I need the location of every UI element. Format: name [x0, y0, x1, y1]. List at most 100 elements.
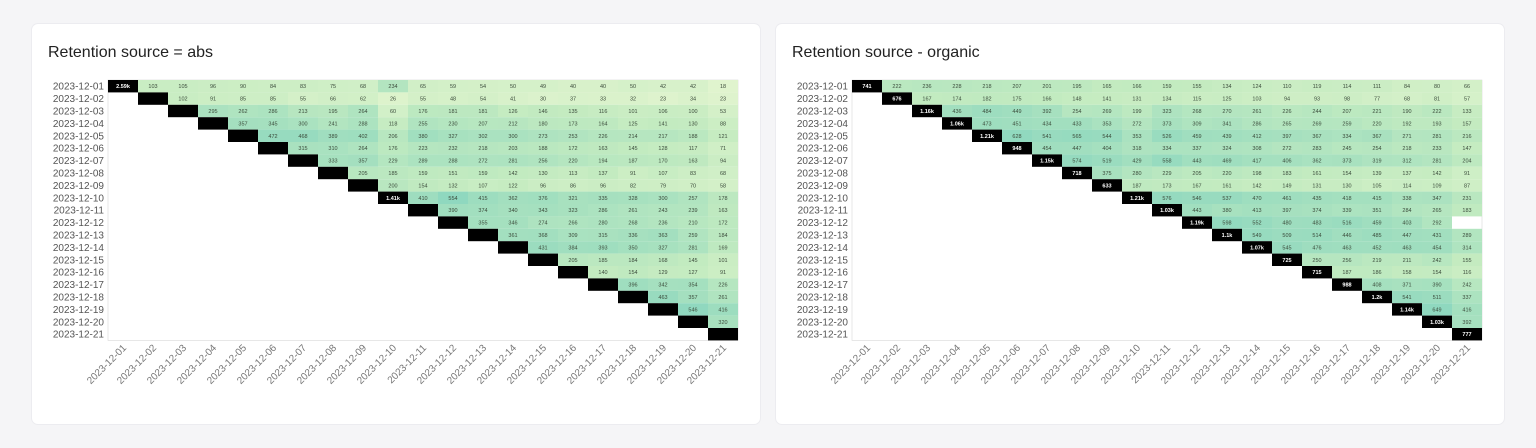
- heatmap-cell[interactable]: [618, 191, 648, 204]
- heatmap-cell[interactable]: [528, 154, 558, 167]
- heatmap-cell[interactable]: [1092, 80, 1122, 93]
- heatmap-cell[interactable]: [318, 142, 348, 155]
- heatmap-cell[interactable]: [678, 204, 708, 217]
- heatmap-cell[interactable]: [1242, 104, 1272, 118]
- heatmap-cell[interactable]: [1302, 241, 1332, 254]
- heatmap-cell[interactable]: [678, 129, 708, 142]
- heatmap-cell[interactable]: [528, 92, 558, 105]
- heatmap-cell[interactable]: [588, 104, 618, 118]
- heatmap-cell[interactable]: [1392, 253, 1422, 266]
- heatmap-cell[interactable]: [648, 228, 678, 242]
- heatmap-cell[interactable]: [408, 166, 438, 180]
- heatmap-cell[interactable]: [1092, 92, 1122, 105]
- heatmap-cell[interactable]: [1122, 92, 1152, 105]
- heatmap-cell[interactable]: [1362, 278, 1392, 291]
- heatmap-cell[interactable]: [708, 191, 738, 204]
- heatmap-cell[interactable]: [1152, 166, 1182, 180]
- heatmap-cell[interactable]: [1212, 129, 1242, 142]
- heatmap-cell[interactable]: [348, 104, 378, 118]
- heatmap-cell[interactable]: [498, 216, 528, 229]
- heatmap-cell[interactable]: [228, 92, 258, 105]
- heatmap-cell[interactable]: [288, 92, 318, 105]
- heatmap-cell[interactable]: [942, 104, 972, 118]
- heatmap-cell[interactable]: [1452, 179, 1482, 192]
- heatmap-cell[interactable]: [1182, 80, 1212, 93]
- heatmap-cell[interactable]: [1182, 92, 1212, 105]
- heatmap-cell[interactable]: [1062, 166, 1092, 180]
- heatmap-cell[interactable]: [558, 117, 588, 130]
- heatmap-cell[interactable]: [1332, 117, 1362, 130]
- heatmap-cell[interactable]: [1092, 154, 1122, 167]
- heatmap-cell[interactable]: [1122, 154, 1152, 167]
- heatmap-cell[interactable]: [288, 154, 318, 167]
- heatmap-cell[interactable]: [1392, 241, 1422, 254]
- heatmap-cell[interactable]: [942, 117, 972, 130]
- heatmap-cell[interactable]: [528, 104, 558, 118]
- heatmap-cell[interactable]: [258, 129, 288, 142]
- heatmap-cell[interactable]: [1212, 80, 1242, 93]
- heatmap-cell[interactable]: [1422, 80, 1452, 93]
- heatmap-cell[interactable]: [1122, 117, 1152, 130]
- heatmap-cell[interactable]: [528, 117, 558, 130]
- heatmap-cell[interactable]: [678, 266, 708, 279]
- heatmap-cell[interactable]: [228, 129, 258, 142]
- heatmap-cell[interactable]: [618, 154, 648, 167]
- heatmap-cell[interactable]: [972, 92, 1002, 105]
- heatmap-cell[interactable]: [348, 80, 378, 93]
- heatmap-cell[interactable]: [1302, 253, 1332, 266]
- heatmap-cell[interactable]: [1392, 80, 1422, 93]
- heatmap-cell[interactable]: [1362, 166, 1392, 180]
- heatmap-cell[interactable]: [678, 104, 708, 118]
- heatmap-cell[interactable]: [378, 80, 408, 93]
- heatmap-cell[interactable]: [972, 80, 1002, 93]
- heatmap-cell[interactable]: [1272, 166, 1302, 180]
- heatmap-cell[interactable]: [1212, 204, 1242, 217]
- heatmap-cell[interactable]: [1302, 117, 1332, 130]
- heatmap-cell[interactable]: [168, 92, 198, 105]
- heatmap-cell[interactable]: [618, 253, 648, 266]
- heatmap-cell[interactable]: [1182, 166, 1212, 180]
- heatmap-cell[interactable]: [1332, 228, 1362, 242]
- heatmap-cell[interactable]: [438, 117, 468, 130]
- heatmap-cell[interactable]: [468, 92, 498, 105]
- heatmap-cell[interactable]: [708, 328, 738, 341]
- heatmap-cell[interactable]: [378, 92, 408, 105]
- heatmap-cell[interactable]: [1332, 253, 1362, 266]
- heatmap-cell[interactable]: [498, 117, 528, 130]
- heatmap-cell[interactable]: [678, 191, 708, 204]
- heatmap-cell[interactable]: [438, 179, 468, 192]
- heatmap-cell[interactable]: [1182, 142, 1212, 155]
- heatmap-cell[interactable]: [1302, 166, 1332, 180]
- heatmap-cell[interactable]: [1062, 104, 1092, 118]
- heatmap-cell[interactable]: [498, 92, 528, 105]
- heatmap-cell[interactable]: [708, 166, 738, 180]
- heatmap-cell[interactable]: [588, 204, 618, 217]
- heatmap-cell[interactable]: [498, 204, 528, 217]
- heatmap-cell[interactable]: [1392, 142, 1422, 155]
- heatmap-cell[interactable]: [1362, 241, 1392, 254]
- heatmap-cell[interactable]: [678, 315, 708, 328]
- heatmap-cell[interactable]: [1032, 154, 1062, 167]
- heatmap-cell[interactable]: [318, 104, 348, 118]
- heatmap-cell[interactable]: [228, 104, 258, 118]
- heatmap-cell[interactable]: [708, 154, 738, 167]
- heatmap-cell[interactable]: [1242, 154, 1272, 167]
- heatmap-cell[interactable]: [348, 166, 378, 180]
- heatmap-cell[interactable]: [648, 191, 678, 204]
- heatmap-cell[interactable]: [1332, 104, 1362, 118]
- heatmap-cell[interactable]: [1272, 253, 1302, 266]
- heatmap-cell[interactable]: [318, 117, 348, 130]
- heatmap-cell[interactable]: [408, 92, 438, 105]
- heatmap-cell[interactable]: [678, 154, 708, 167]
- heatmap-cell[interactable]: [1392, 179, 1422, 192]
- heatmap-cell[interactable]: [678, 290, 708, 304]
- heatmap-cell[interactable]: [648, 154, 678, 167]
- heatmap-cell[interactable]: [1182, 204, 1212, 217]
- heatmap-cell[interactable]: [528, 191, 558, 204]
- heatmap-cell[interactable]: [1272, 80, 1302, 93]
- heatmap-cell[interactable]: [708, 290, 738, 304]
- heatmap-cell[interactable]: [1272, 179, 1302, 192]
- heatmap-cell[interactable]: [1422, 241, 1452, 254]
- heatmap-cell[interactable]: [438, 92, 468, 105]
- heatmap-cell[interactable]: [1422, 104, 1452, 118]
